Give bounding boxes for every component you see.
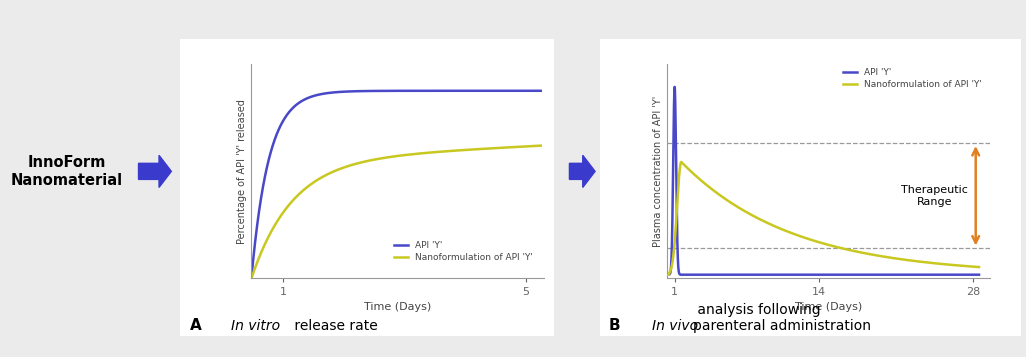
Text: In vivo: In vivo	[652, 319, 698, 333]
Text: release rate: release rate	[290, 319, 379, 333]
X-axis label: Time (Days): Time (Days)	[795, 302, 862, 312]
Legend: API 'Y', Nanoformulation of API 'Y': API 'Y', Nanoformulation of API 'Y'	[839, 65, 986, 92]
Text: analysis following
parenteral administration: analysis following parenteral administra…	[693, 303, 870, 333]
Text: A: A	[190, 318, 201, 333]
Legend: API 'Y', Nanoformulation of API 'Y': API 'Y', Nanoformulation of API 'Y'	[391, 237, 537, 265]
X-axis label: Time (Days): Time (Days)	[364, 302, 431, 312]
Text: B: B	[608, 318, 620, 333]
Text: In vitro: In vitro	[231, 319, 280, 333]
Y-axis label: Percentage of API 'Y' released: Percentage of API 'Y' released	[237, 99, 247, 244]
Text: InnoForm
Nanomaterial: InnoForm Nanomaterial	[10, 155, 123, 187]
Text: Therapeutic
Range: Therapeutic Range	[901, 185, 969, 207]
Y-axis label: Plasma concentration of API 'Y': Plasma concentration of API 'Y'	[653, 96, 663, 247]
